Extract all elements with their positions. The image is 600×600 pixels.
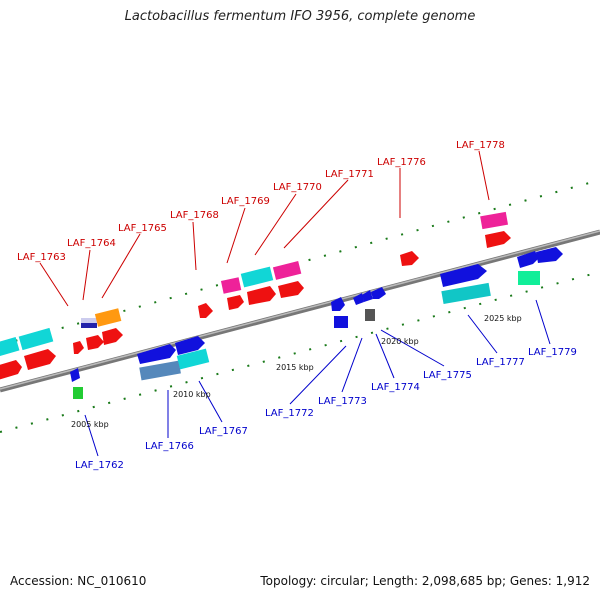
leader-line [192, 221, 197, 271]
gene-label[interactable]: LAF_1778 [456, 140, 505, 151]
gene-block[interactable] [81, 318, 97, 323]
bottom-gene-labels: LAF_1762 LAF_1766 LAF_1767 LAF_1772 LAF_… [75, 347, 577, 471]
gene-arrow[interactable] [362, 290, 373, 302]
gene-block[interactable] [220, 277, 242, 294]
leader-line [82, 249, 91, 301]
gene-glyphs [0, 211, 563, 399]
gene-arrow[interactable] [73, 341, 84, 354]
gene-arrow[interactable] [86, 335, 104, 350]
leader-line [283, 179, 349, 249]
gene-block[interactable] [240, 266, 274, 288]
gene-label[interactable]: LAF_1769 [221, 196, 270, 207]
kbp-label: 2015 kbp [276, 363, 314, 372]
gene-arrow[interactable] [175, 336, 205, 355]
gene-label[interactable]: LAF_1767 [199, 426, 248, 437]
genome-title: Lactobacillus fermentum IFO 3956, comple… [124, 9, 476, 24]
kbp-labels: 2005 kbp 2010 kbp 2015 kbp 2020 kbp 2025… [71, 314, 522, 429]
leader-line [198, 380, 223, 423]
gene-block[interactable] [139, 360, 181, 381]
gene-block[interactable] [480, 211, 509, 230]
gene-label[interactable]: LAF_1768 [170, 210, 219, 221]
top-gene-labels: LAF_1763 LAF_1764 LAF_1765 LAF_1768 LAF_… [17, 140, 505, 263]
gene-label[interactable]: LAF_1774 [371, 382, 420, 393]
gene-label[interactable]: LAF_1779 [528, 347, 577, 358]
gene-arrow[interactable] [485, 231, 511, 248]
kbp-label: 2005 kbp [71, 420, 109, 429]
gene-arrow[interactable] [247, 286, 276, 305]
gene-block[interactable] [94, 308, 122, 327]
gene-arrow[interactable] [70, 368, 80, 382]
gene-arrow[interactable] [137, 344, 176, 364]
leader-line [535, 299, 551, 345]
leader-line [478, 150, 490, 201]
leader-line [226, 207, 246, 264]
gene-label[interactable]: LAF_1770 [273, 182, 322, 193]
leader-line [84, 414, 99, 457]
kbp-label: 2025 kbp [484, 314, 522, 323]
gene-block[interactable] [334, 316, 348, 328]
gene-arrow[interactable] [0, 360, 22, 380]
gene-label[interactable]: LAF_1771 [325, 169, 374, 180]
gene-arrow[interactable] [24, 349, 56, 370]
kbp-label: 2010 kbp [173, 390, 211, 399]
gene-block[interactable] [0, 336, 20, 358]
gene-label[interactable]: LAF_1773 [318, 396, 367, 407]
gene-label[interactable]: LAF_1772 [265, 408, 314, 419]
gene-block[interactable] [365, 309, 375, 321]
leader-line [289, 345, 347, 405]
gene-block[interactable] [176, 348, 210, 370]
leader-line [254, 193, 297, 256]
gene-label[interactable]: LAF_1775 [423, 370, 472, 381]
leader-line [467, 314, 498, 354]
gene-arrow[interactable] [198, 303, 213, 318]
genome-axis-highlight [0, 230, 600, 390]
leader-line [341, 337, 363, 393]
gene-arrow[interactable] [440, 264, 487, 287]
gene-arrow[interactable] [517, 251, 539, 268]
gene-arrow[interactable] [102, 328, 123, 345]
gene-arrow[interactable] [353, 293, 364, 305]
gene-arrow[interactable] [536, 247, 563, 263]
accession-text: Accession: NC_010610 [10, 574, 147, 588]
kbp-label: 2020 kbp [381, 337, 419, 346]
genome-axis [0, 229, 600, 393]
leader-lines-bottom [84, 299, 551, 457]
gene-label[interactable]: LAF_1766 [145, 441, 194, 452]
leader-line [380, 329, 445, 367]
gene-block[interactable] [518, 271, 540, 285]
gene-block[interactable] [73, 387, 83, 399]
gene-block[interactable] [272, 261, 302, 280]
leader-lines-top [39, 150, 490, 307]
gene-arrow[interactable] [331, 297, 345, 311]
gene-arrow[interactable] [400, 251, 419, 266]
gene-label[interactable]: LAF_1763 [17, 252, 66, 263]
leader-line [101, 233, 141, 299]
gene-block[interactable] [18, 327, 54, 351]
gene-arrow[interactable] [278, 281, 304, 298]
leader-line [375, 333, 395, 379]
gene-block[interactable] [441, 282, 491, 305]
gene-label[interactable]: LAF_1777 [476, 357, 525, 368]
gene-label[interactable]: LAF_1762 [75, 460, 124, 471]
gene-label[interactable]: LAF_1764 [67, 238, 116, 249]
gene-arrow[interactable] [227, 295, 244, 310]
topology-text: Topology: circular; Length: 2,098,685 bp… [260, 574, 590, 588]
leader-line [39, 262, 69, 307]
gene-label[interactable]: LAF_1776 [377, 157, 426, 168]
gene-arrow[interactable] [371, 287, 386, 299]
gene-label[interactable]: LAF_1765 [118, 223, 167, 234]
